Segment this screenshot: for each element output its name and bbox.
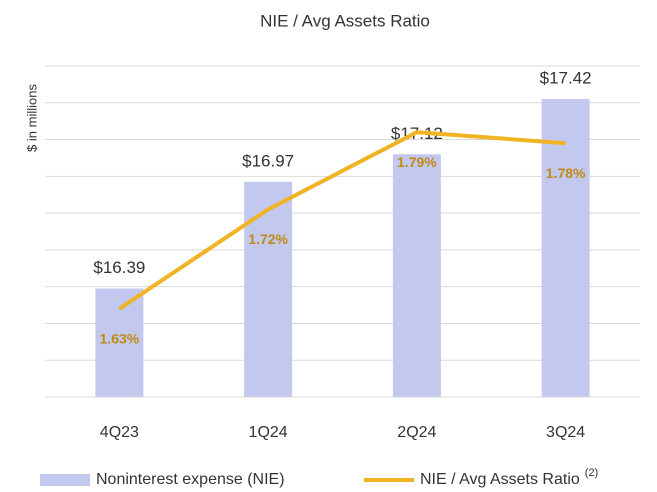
legend-swatch [40,474,90,486]
x-tick-label: 2Q24 [397,424,436,441]
x-tick-label: 4Q23 [100,424,139,441]
bar [392,154,441,397]
x-tick-label: 1Q24 [249,424,288,441]
x-tick-label: 3Q24 [546,424,585,441]
legend-label-text: NIE / Avg Assets Ratio [420,471,580,488]
line [118,130,566,311]
y-axis-label: $ in millions [24,84,39,152]
bar-value-label: $17.42 [540,69,592,88]
line-value-label: 1.79% [397,154,437,170]
bar-value-label: $16.97 [242,151,294,170]
chart-title: NIE / Avg Assets Ratio [260,11,430,30]
bar [541,99,590,397]
line-value-label: 1.63% [100,330,140,346]
legend-label: Noninterest expense (NIE) [96,471,285,488]
legend-label: NIE / Avg Assets Ratio (2) [420,467,598,488]
line-value-label: 1.72% [248,231,288,247]
bar-value-label: $16.39 [93,258,145,277]
legend-note: (2) [585,467,598,479]
line-value-label: 1.78% [546,165,586,181]
bar [244,181,293,397]
